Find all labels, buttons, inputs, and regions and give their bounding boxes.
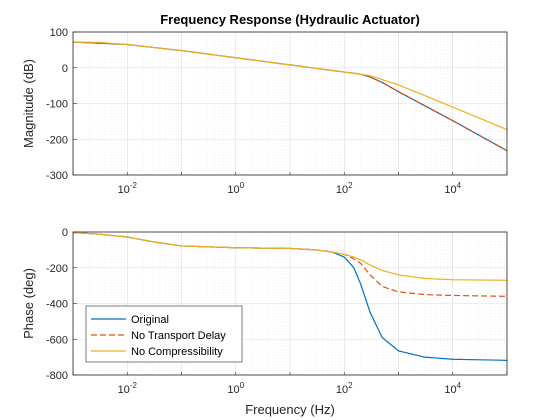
phase-x-tick-label: 100	[227, 381, 244, 396]
phase-y-tick-label: -200	[46, 263, 68, 275]
phase-y-tick-label: -800	[46, 370, 68, 382]
phase-axes: 0 -200 -400 -600 -800 10-2 100 102 104 Phase (de…	[21, 227, 508, 417]
magnitude-x-tick-label: 100	[227, 181, 244, 196]
legend-label-no-transport-delay: No Transport Delay	[131, 330, 226, 342]
phase-x-tick-label: 104	[444, 381, 461, 396]
phase-series-no-compressibility	[72, 231, 508, 281]
chart-title: Frequency Response (Hydraulic Actuator)	[160, 12, 420, 27]
legend-label-original: Original	[131, 314, 169, 326]
magnitude-y-tick-label: -100	[46, 99, 68, 111]
x-axis-label: Frequency (Hz)	[245, 402, 335, 417]
phase-y-axis-label: Phase (deg)	[21, 268, 36, 339]
phase-y-tick-label: -400	[46, 299, 68, 311]
phase-x-tick-label: 102	[336, 381, 353, 396]
phase-ticks: 0 -200 -400 -600 -800 10-2 100 102 104	[46, 227, 508, 396]
phase-x-tick-label: 10-2	[118, 381, 138, 396]
magnitude-y-tick-label: -200	[46, 134, 68, 146]
magnitude-lines	[72, 41, 508, 152]
magnitude-series-no-compressibility	[72, 41, 508, 131]
legend: Original No Transport Delay No Compressi…	[85, 305, 243, 363]
phase-y-tick-label: 0	[62, 227, 68, 239]
magnitude-x-tick-label: 104	[444, 181, 461, 196]
magnitude-x-tick-label: 10-2	[118, 181, 138, 196]
magnitude-axes: 100 0 -100 -200 -300 10-2 100 102 104 Frequency …	[21, 12, 508, 196]
magnitude-ticks: 100 0 -100 -200 -300 10-2 100 102 104	[46, 27, 508, 196]
magnitude-y-tick-label: 100	[50, 27, 68, 39]
legend-box	[85, 305, 243, 363]
magnitude-x-tick-label: 102	[336, 181, 353, 196]
magnitude-y-tick-label: 0	[62, 63, 68, 75]
magnitude-y-tick-label: -300	[46, 170, 68, 182]
legend-label-no-compressibility: No Compressibility	[131, 346, 223, 358]
phase-lines	[72, 231, 508, 361]
phase-y-tick-label: -600	[46, 334, 68, 346]
magnitude-y-axis-label: Magnitude (dB)	[21, 59, 36, 148]
